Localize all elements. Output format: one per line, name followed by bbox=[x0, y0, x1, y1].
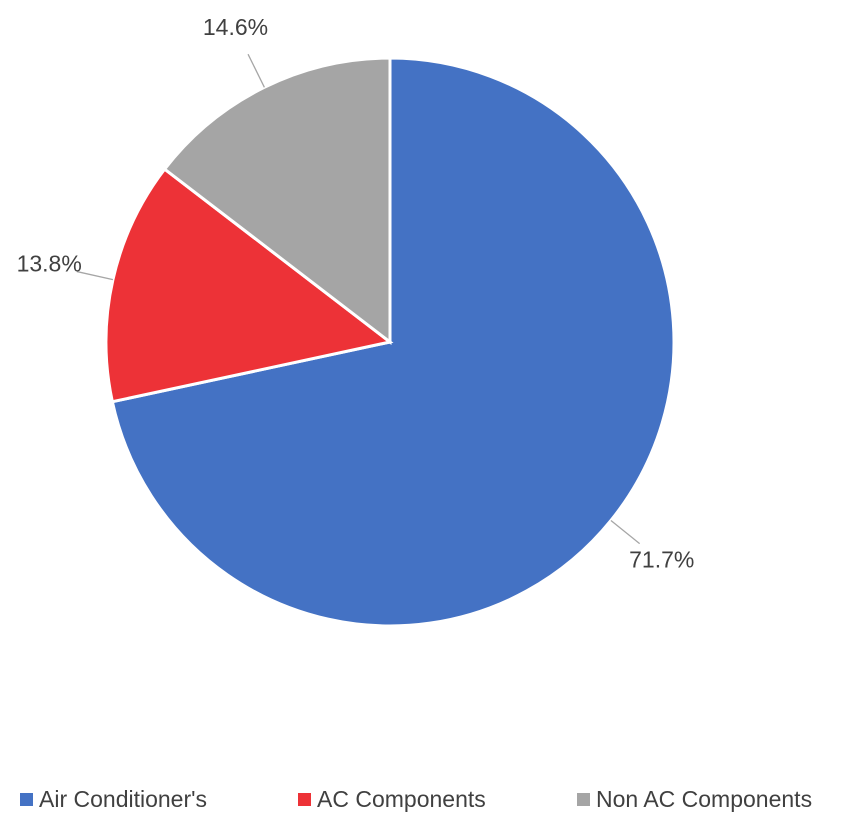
legend-label: Air Conditioner's bbox=[39, 786, 207, 812]
pie-slice bbox=[162, 56, 392, 346]
leader-line bbox=[247, 53, 265, 88]
leader-line bbox=[76, 270, 114, 281]
legend-swatch bbox=[20, 793, 33, 806]
legend-swatch bbox=[298, 793, 311, 806]
legend-swatch bbox=[577, 793, 590, 806]
data-label: 71.7% bbox=[629, 547, 694, 573]
data-label: 13.8% bbox=[17, 250, 82, 276]
leader-line bbox=[610, 519, 641, 545]
data-label: 14.6% bbox=[203, 14, 268, 40]
legend-label: Non AC Components bbox=[596, 786, 812, 812]
legend-label: AC Components bbox=[317, 786, 486, 812]
